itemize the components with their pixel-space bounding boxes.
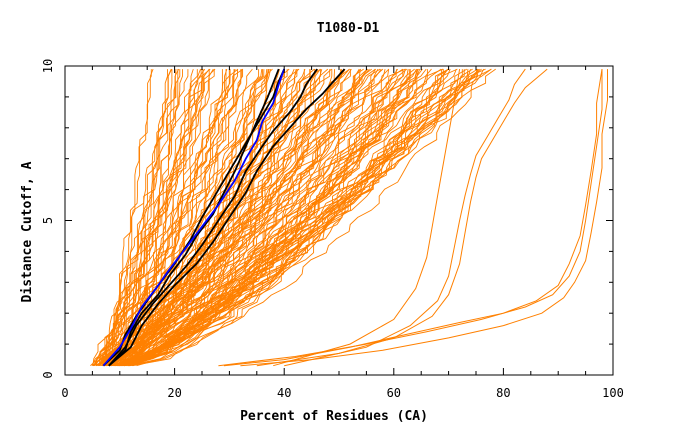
bulk-curve bbox=[112, 69, 260, 366]
y-tick-labels: 0 5 10 bbox=[41, 59, 55, 379]
bulk-curve bbox=[98, 69, 152, 367]
bulk-curve bbox=[123, 69, 410, 367]
bulk-curve bbox=[125, 68, 473, 367]
series-line-black bbox=[108, 68, 318, 367]
tick-marks bbox=[64, 65, 614, 376]
series-line-black bbox=[108, 68, 346, 367]
series-line-outlier bbox=[240, 69, 608, 367]
series-line-black bbox=[108, 68, 280, 367]
bulk-curve bbox=[121, 68, 368, 367]
bulk-curve bbox=[130, 68, 496, 367]
bulk-curve bbox=[134, 69, 479, 367]
bulk-curve bbox=[114, 68, 364, 367]
x-tick-label: 40 bbox=[277, 386, 291, 400]
x-tick-labels: 0 20 40 60 80 100 bbox=[61, 386, 623, 400]
x-tick-label: 100 bbox=[602, 386, 624, 400]
series-line-black bbox=[102, 68, 286, 367]
bulk-curve bbox=[128, 68, 449, 367]
bulk-curves bbox=[90, 68, 496, 367]
series-line-outlier bbox=[256, 68, 548, 367]
bulk-curve bbox=[127, 68, 386, 367]
bulk-curve bbox=[121, 68, 492, 367]
bulk-curve bbox=[120, 68, 376, 367]
bulk-curve bbox=[96, 69, 181, 367]
bulk-curve bbox=[128, 68, 468, 367]
bulk-curve bbox=[95, 68, 216, 367]
bulk-curve bbox=[102, 68, 194, 366]
bulk-curve bbox=[123, 68, 486, 367]
bulk-curve bbox=[116, 68, 346, 367]
y-axis-label: Distance Cutoff, A bbox=[20, 161, 35, 302]
bulk-curve bbox=[101, 69, 235, 367]
x-axis-label: Percent of Residues (CA) bbox=[240, 409, 428, 424]
chart-title: T1080-D1 bbox=[317, 21, 380, 36]
bulk-curve bbox=[105, 68, 211, 367]
x-tick-label: 0 bbox=[61, 386, 68, 400]
series-lines bbox=[102, 68, 608, 367]
y-tick-label: 0 bbox=[41, 371, 55, 378]
y-tick-label: 5 bbox=[41, 217, 55, 224]
bulk-curve bbox=[90, 69, 173, 367]
bulk-curve bbox=[110, 68, 377, 367]
bulk-curve bbox=[119, 69, 331, 367]
series-line-outlier bbox=[273, 69, 461, 367]
bulk-curve bbox=[94, 68, 206, 366]
bulk-curve bbox=[116, 68, 404, 367]
y-tick-label: 10 bbox=[41, 59, 55, 73]
x-tick-label: 80 bbox=[496, 386, 510, 400]
bulk-curve bbox=[112, 68, 360, 366]
bulk-curve bbox=[99, 68, 239, 366]
x-tick-label: 20 bbox=[167, 386, 181, 400]
bulk-curve bbox=[117, 68, 369, 367]
bulk-curve bbox=[93, 69, 227, 366]
series-line-blue bbox=[102, 68, 286, 367]
series-line-outlier bbox=[223, 69, 603, 367]
x-tick-label: 60 bbox=[387, 386, 401, 400]
bulk-curve bbox=[129, 68, 444, 367]
series-line-outlier bbox=[284, 68, 526, 367]
bulk-curve bbox=[92, 69, 177, 367]
bulk-curve bbox=[133, 68, 478, 366]
bulk-curve bbox=[98, 69, 269, 366]
